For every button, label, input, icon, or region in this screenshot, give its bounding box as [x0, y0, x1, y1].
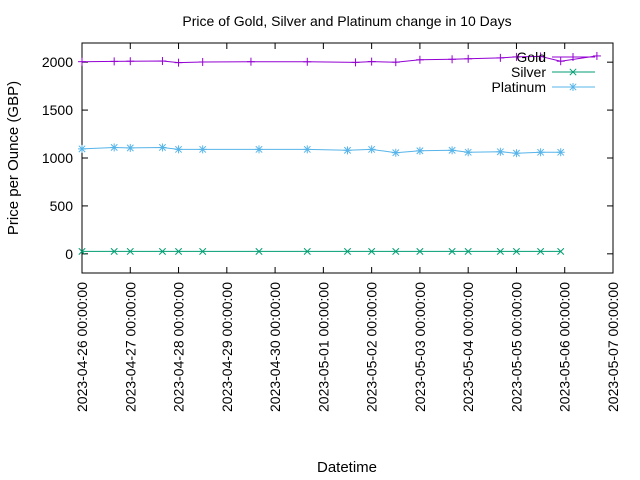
- x-axis: 2023-04-26 00:00:00 2023-04-27 00:00:00 20…: [74, 43, 621, 412]
- data-point-silver: [368, 247, 376, 255]
- y-tick-label: 2000: [42, 54, 73, 70]
- data-point-gold: [556, 57, 565, 66]
- data-point-gold: [464, 54, 473, 63]
- y-tick-label: 1000: [42, 150, 73, 166]
- x-tick-label: 2023-05-01 00:00:00: [315, 282, 331, 412]
- x-tick-label: 2023-04-30 00:00:00: [267, 282, 283, 412]
- series-silver: [78, 247, 565, 255]
- data-point-silver: [174, 247, 183, 255]
- data-point-gold: [174, 58, 183, 67]
- data-point-platinum: [158, 143, 167, 152]
- legend-item-silver: Silver: [511, 64, 595, 80]
- data-point-gold: [78, 57, 86, 66]
- x-tick-label: 2023-05-07 00:00:00: [605, 282, 621, 412]
- data-point-gold: [367, 57, 376, 66]
- data-point-silver: [343, 247, 352, 255]
- data-point-gold: [158, 57, 167, 66]
- data-point-silver: [199, 247, 207, 255]
- data-point-gold: [415, 55, 424, 64]
- legend-item-gold: Gold: [516, 49, 595, 65]
- data-point-silver: [416, 247, 424, 255]
- data-point-platinum: [391, 148, 400, 157]
- series-platinum: [78, 143, 565, 158]
- data-point-silver: [464, 247, 472, 255]
- data-point-silver: [557, 247, 565, 255]
- data-point-platinum: [415, 146, 424, 155]
- y-tick-label: 0: [65, 246, 73, 262]
- chart-title: Price of Gold, Silver and Platinum chang…: [182, 13, 511, 29]
- data-point-platinum: [448, 146, 457, 155]
- y-tick-label: 500: [50, 198, 74, 214]
- x-tick-label: 2023-04-27 00:00:00: [122, 282, 138, 412]
- data-point-gold: [351, 58, 360, 67]
- legend-marker-gold: [569, 53, 577, 61]
- x-tick-label: 2023-04-29 00:00:00: [219, 282, 235, 412]
- data-point-gold: [496, 53, 505, 62]
- x-axis-label: Datetime: [317, 459, 377, 476]
- data-point-gold: [198, 57, 207, 66]
- data-point-silver: [158, 247, 167, 255]
- legend-marker-silver: [569, 68, 577, 76]
- data-point-gold: [110, 57, 119, 66]
- data-point-silver: [78, 247, 86, 255]
- data-point-platinum: [198, 145, 207, 154]
- data-point-silver: [110, 247, 118, 255]
- series-gold: [78, 51, 601, 67]
- series-layer: [78, 51, 601, 255]
- legend-label-platinum: Platinum: [492, 79, 546, 95]
- data-point-silver: [496, 247, 504, 255]
- x-tick-label: 2023-04-28 00:00:00: [171, 282, 187, 412]
- legend-marker-platinum: [569, 83, 577, 91]
- data-point-silver: [126, 247, 134, 255]
- data-point-platinum: [367, 145, 376, 154]
- data-point-platinum: [255, 145, 263, 154]
- x-tick-label: 2023-04-26 00:00:00: [74, 282, 90, 412]
- y-axis: 0 500 1000 1500 2000: [42, 54, 613, 262]
- data-point-platinum: [174, 145, 183, 154]
- data-point-gold: [592, 51, 601, 60]
- data-point-gold: [126, 57, 135, 66]
- legend-label-gold: Gold: [516, 49, 546, 65]
- data-point-silver: [537, 247, 545, 255]
- data-point-silver: [255, 247, 263, 255]
- legend-label-silver: Silver: [511, 64, 546, 80]
- data-point-gold: [246, 57, 255, 66]
- data-point-silver: [512, 247, 521, 255]
- data-point-silver: [448, 247, 456, 255]
- data-point-silver: [392, 247, 400, 255]
- data-point-silver: [303, 247, 311, 255]
- data-point-gold: [303, 57, 312, 66]
- x-tick-label: 2023-05-02 00:00:00: [364, 282, 380, 412]
- y-tick-label: 1500: [42, 102, 73, 118]
- y-axis-label: Price per Ounce (GBP): [5, 81, 22, 235]
- data-point-gold: [512, 52, 521, 61]
- data-point-platinum: [464, 148, 473, 157]
- data-point-gold: [536, 52, 545, 61]
- data-point-platinum: [536, 148, 545, 157]
- data-point-platinum: [303, 145, 312, 154]
- series-line-platinum: [81, 146, 561, 154]
- x-tick-label: 2023-05-05 00:00:00: [508, 282, 524, 412]
- x-tick-label: 2023-05-03 00:00:00: [412, 282, 428, 412]
- data-point-platinum: [343, 146, 352, 155]
- data-point-gold: [391, 58, 400, 67]
- x-tick-label: 2023-05-04 00:00:00: [460, 282, 476, 412]
- data-point-platinum: [110, 143, 119, 152]
- data-point-platinum: [78, 144, 86, 153]
- data-point-gold: [448, 55, 457, 64]
- data-point-platinum: [496, 147, 505, 156]
- data-point-platinum: [512, 149, 521, 158]
- legend-item-platinum: Platinum: [492, 79, 595, 95]
- data-point-platinum: [126, 143, 135, 152]
- data-point-platinum: [556, 148, 565, 157]
- x-tick-label: 2023-05-06 00:00:00: [557, 282, 573, 412]
